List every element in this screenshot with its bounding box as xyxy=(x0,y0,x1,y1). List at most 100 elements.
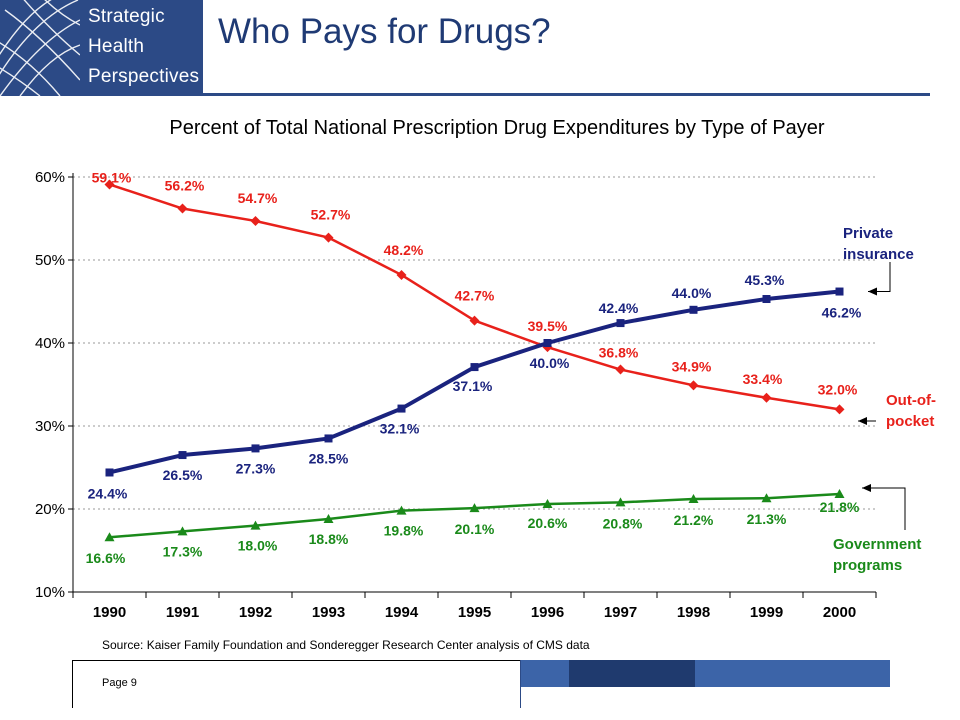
data-point xyxy=(105,468,114,477)
data-label: 37.1% xyxy=(453,378,493,394)
data-label: 21.8% xyxy=(820,499,860,515)
x-tick-label: 1997 xyxy=(604,604,637,621)
x-tick-label: 1991 xyxy=(166,604,199,621)
data-label: 16.6% xyxy=(86,550,126,566)
data-point xyxy=(104,532,115,542)
data-label: 32.0% xyxy=(818,381,858,397)
x-tick-label: 1998 xyxy=(677,604,710,621)
logo-line-2: Health xyxy=(88,36,145,57)
globe-icon xyxy=(0,0,80,96)
data-label: 39.5% xyxy=(528,318,568,334)
data-label: 19.8% xyxy=(384,523,424,539)
data-point xyxy=(324,434,333,443)
data-label: 42.7% xyxy=(455,288,495,304)
footer-divider-vertical xyxy=(72,660,73,708)
x-tick-label: 1992 xyxy=(239,604,272,621)
data-point xyxy=(542,499,553,509)
data-point xyxy=(396,269,407,280)
data-point xyxy=(469,503,480,513)
data-point xyxy=(177,526,188,536)
footer-accent-block-3 xyxy=(695,660,890,687)
data-point xyxy=(615,364,626,375)
data-label: 21.2% xyxy=(674,512,714,528)
data-point xyxy=(470,363,479,372)
data-label: 44.0% xyxy=(672,285,712,301)
x-tick-label: 1994 xyxy=(385,604,419,621)
data-label: 20.1% xyxy=(455,521,495,537)
data-label: 17.3% xyxy=(163,543,203,559)
brand-logo: Strategic Health Perspectives xyxy=(0,0,203,96)
data-point xyxy=(689,305,698,314)
data-label: 40.0% xyxy=(530,355,570,371)
data-point xyxy=(761,493,772,503)
callout-label: pocket xyxy=(886,413,934,430)
data-label: 52.7% xyxy=(311,207,351,223)
data-point xyxy=(616,319,625,328)
data-label: 45.3% xyxy=(745,272,785,288)
data-label: 24.4% xyxy=(88,485,128,501)
data-point xyxy=(615,497,626,507)
callout-arrowhead xyxy=(858,417,867,425)
x-tick-label: 1996 xyxy=(531,604,564,621)
logo-line-1: Strategic xyxy=(88,6,165,27)
data-label: 34.9% xyxy=(672,358,712,374)
data-point xyxy=(469,315,480,326)
callout-arrowhead xyxy=(862,484,871,492)
data-label: 36.8% xyxy=(599,345,639,361)
x-tick-label: 1999 xyxy=(750,604,783,621)
data-label: 20.6% xyxy=(528,515,568,531)
data-point xyxy=(835,287,844,296)
callout-label: programs xyxy=(833,557,902,574)
data-label: 21.3% xyxy=(747,511,787,527)
footer-accent-block-2 xyxy=(569,660,695,687)
data-label: 33.4% xyxy=(743,371,783,387)
callout-label: Out-of- xyxy=(886,392,936,409)
y-tick-label: 20% xyxy=(35,501,65,518)
data-point xyxy=(397,404,406,413)
y-tick-label: 50% xyxy=(35,252,65,269)
data-point xyxy=(250,215,261,226)
data-point xyxy=(688,380,699,391)
data-label: 18.8% xyxy=(309,531,349,547)
footer-accent-block-1 xyxy=(521,660,569,687)
data-point xyxy=(178,451,187,460)
data-point xyxy=(323,513,334,523)
data-label: 54.7% xyxy=(238,190,278,206)
data-point xyxy=(177,203,188,214)
y-tick-label: 10% xyxy=(35,584,65,601)
chart-title: Percent of Total National Prescription D… xyxy=(169,117,825,139)
data-label: 42.4% xyxy=(599,300,639,316)
data-point xyxy=(762,295,771,304)
data-point xyxy=(834,489,845,499)
x-tick-label: 1995 xyxy=(458,604,491,621)
y-tick-label: 60% xyxy=(35,169,65,186)
title-divider xyxy=(203,93,930,96)
data-label: 18.0% xyxy=(238,538,278,554)
logo-line-3: Perspectives xyxy=(88,66,200,87)
callout-label: Private xyxy=(843,225,893,242)
x-tick-label: 2000 xyxy=(823,604,856,621)
x-tick-label: 1990 xyxy=(93,604,126,621)
data-label: 59.1% xyxy=(92,169,132,185)
footer-divider-horizontal xyxy=(72,660,890,661)
data-label: 28.5% xyxy=(309,450,349,466)
callout-arrow-line xyxy=(862,487,906,530)
data-label: 27.3% xyxy=(236,460,276,476)
page-number: Page 9 xyxy=(102,677,137,689)
page-title: Who Pays for Drugs? xyxy=(218,12,551,51)
data-point xyxy=(251,444,260,453)
data-point xyxy=(761,392,772,403)
data-point xyxy=(543,339,552,347)
data-point xyxy=(104,179,115,190)
callout-label: insurance xyxy=(843,246,914,263)
data-label: 20.8% xyxy=(603,515,643,531)
data-label: 46.2% xyxy=(822,305,862,321)
y-tick-label: 40% xyxy=(35,335,65,352)
footer-accent-line xyxy=(520,660,521,708)
data-label: 26.5% xyxy=(163,467,203,483)
source-note: Source: Kaiser Family Foundation and Son… xyxy=(102,638,590,652)
callout-arrow-line xyxy=(868,262,891,293)
y-tick-label: 30% xyxy=(35,418,65,435)
x-tick-label: 1993 xyxy=(312,604,345,621)
